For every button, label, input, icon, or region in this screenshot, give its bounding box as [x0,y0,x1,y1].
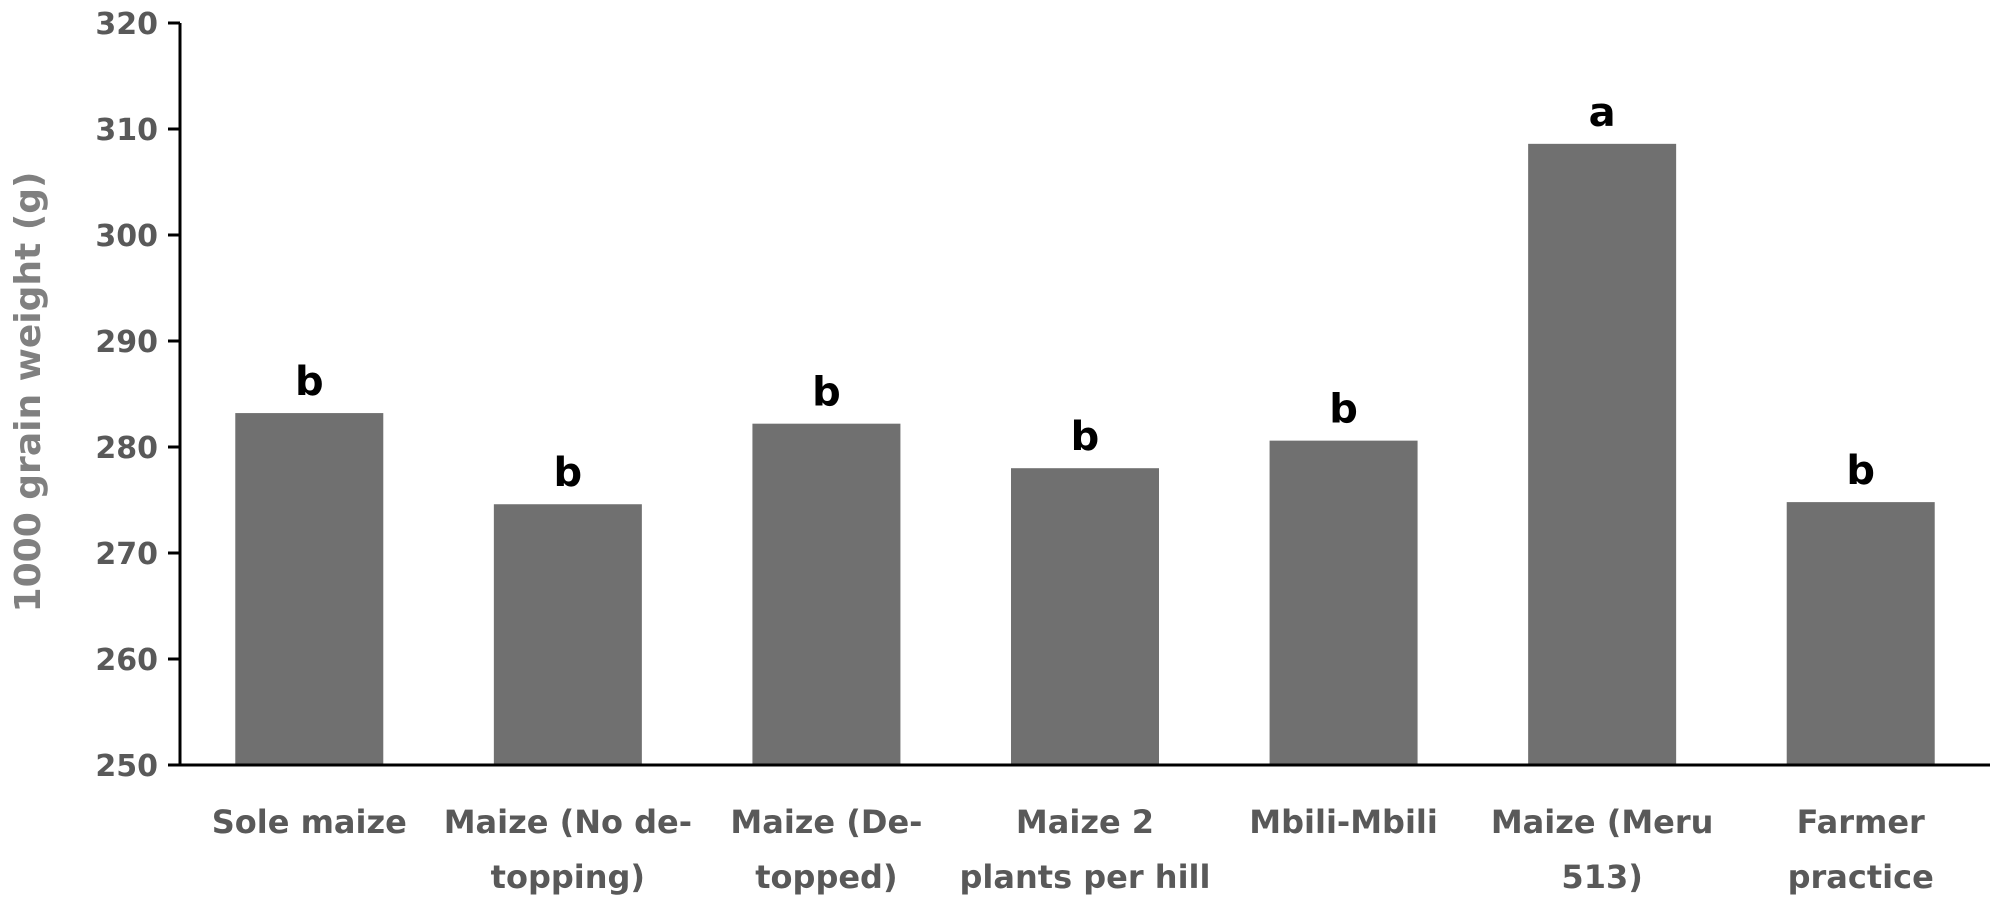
significance-letter: a [1589,90,1616,136]
significance-letter: b [295,359,324,405]
bar [752,423,901,765]
y-axis-ticks: 250 260 270 280 290 300 310 320 [95,7,180,784]
category-label: practice [1788,858,1934,896]
category-label: Maize 2 [1016,803,1154,841]
category-label: Farmer [1797,803,1925,841]
y-tick-label: 280 [95,431,158,466]
y-tick-label: 260 [95,643,158,678]
category-label: Mbili-Mbili [1249,803,1438,841]
bar [235,413,384,765]
significance-letter: b [554,450,583,496]
significance-letter: b [1846,448,1875,494]
y-tick-label: 320 [95,7,158,42]
category-label: topping) [491,858,645,896]
significance-letter: b [1329,387,1358,433]
x-axis-category-labels: Sole maize Maize (No de-topping) Maize (De… [212,803,1934,896]
y-tick-label: 290 [95,325,158,360]
category-label: 513) [1561,858,1642,896]
significance-letters: b b b b b a b [295,90,1875,496]
category-label: Maize (De- [730,803,922,841]
y-tick-label: 300 [95,219,158,254]
category-label: Sole maize [212,803,407,841]
category-label: Maize (Meru [1491,803,1714,841]
bar [493,504,642,765]
bars [235,143,1935,766]
bar [1269,440,1418,765]
bar [1528,143,1677,766]
significance-letter: b [812,370,841,416]
category-label: topped) [755,858,897,896]
bar [1011,468,1159,765]
category-label: Maize (No de- [444,803,692,841]
y-tick-label: 250 [95,749,158,784]
y-tick-label: 310 [95,113,158,148]
y-tick-label: 270 [95,537,158,572]
bar [1786,502,1935,765]
significance-letter: b [1071,414,1100,460]
category-label: plants per hill [960,858,1211,896]
y-axis-label: 1000 grain weight (g) [8,172,49,613]
